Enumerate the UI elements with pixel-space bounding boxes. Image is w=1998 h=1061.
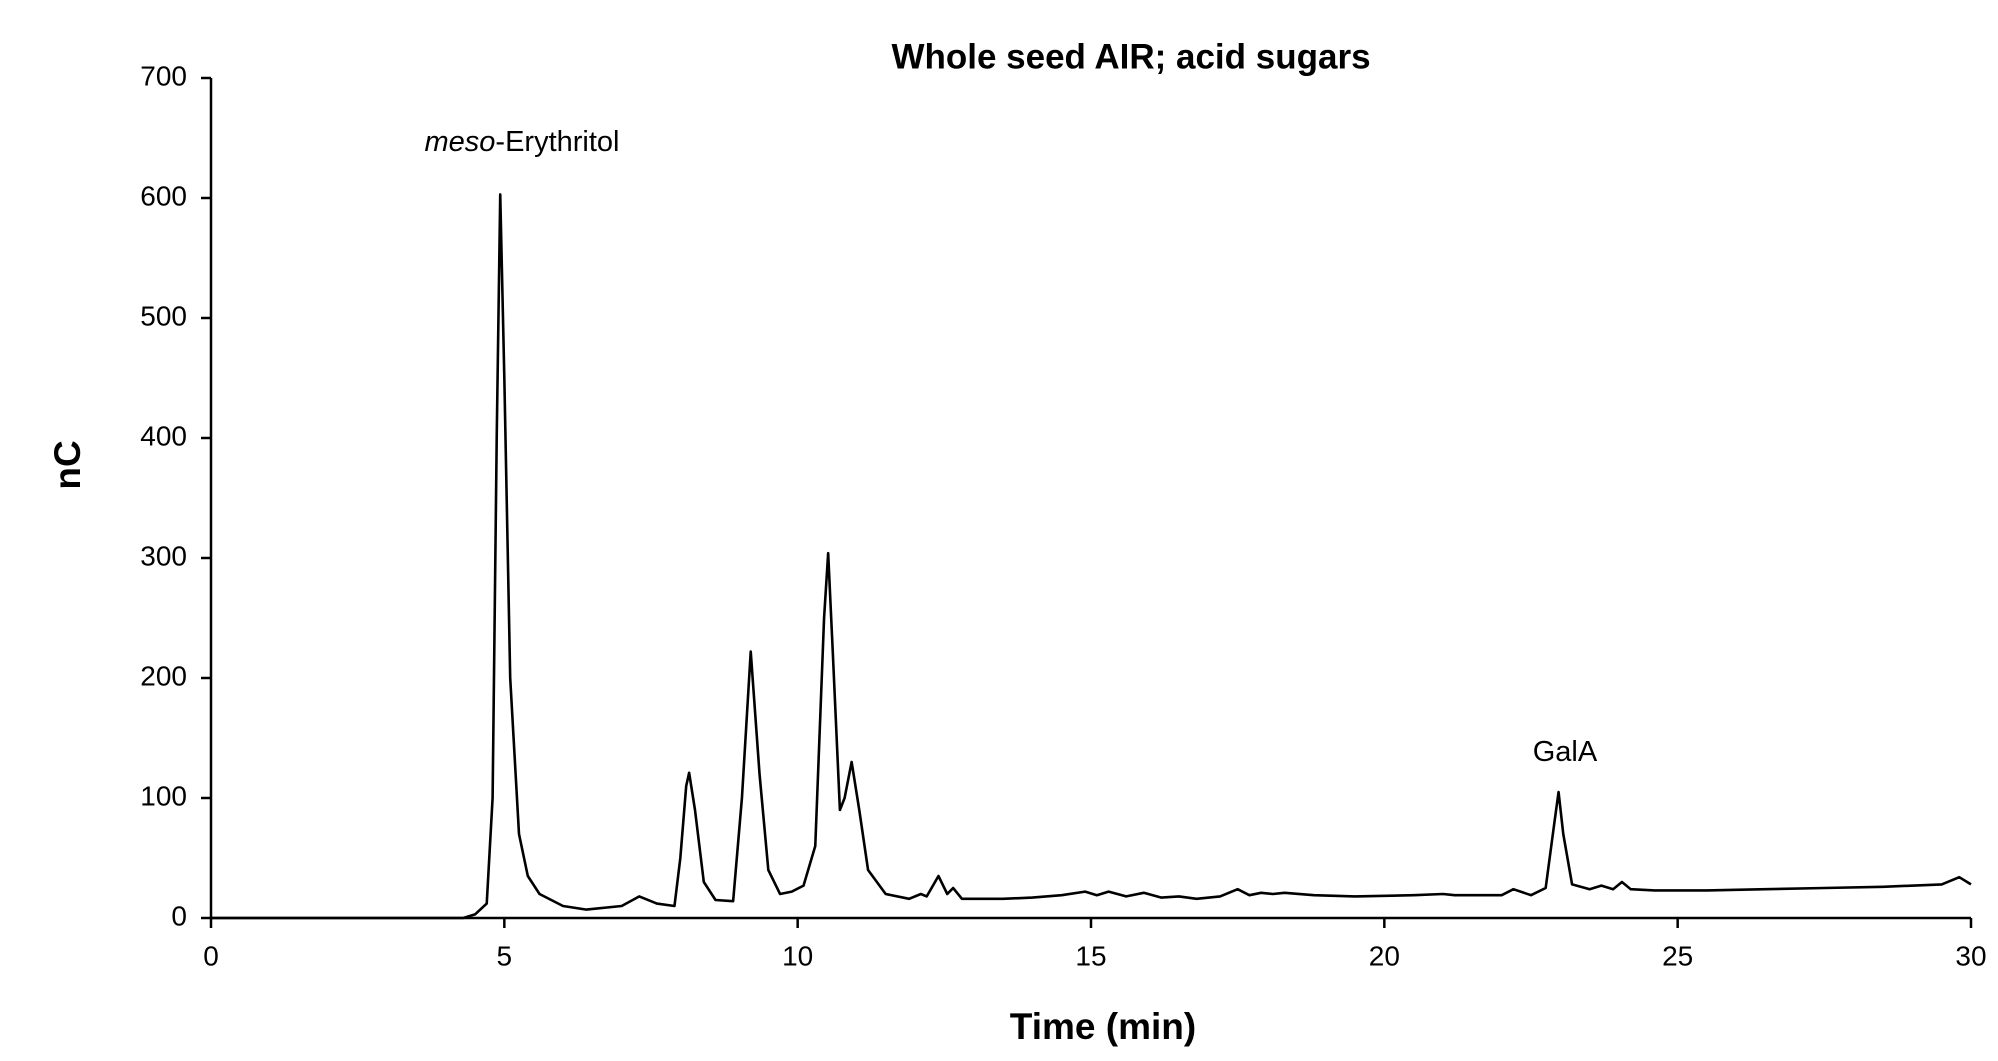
y-tick-label: 200 [140,660,187,691]
x-tick-label: 10 [782,940,813,971]
y-axis-label: nC [47,440,88,489]
y-tick-label: 500 [140,300,187,331]
annotation-italic: meso [425,126,496,158]
chromatogram-line [211,193,1972,920]
y-tick-label: 700 [140,60,187,91]
y-tick-label: 0 [171,900,187,931]
annotation: meso-Erythritol [425,126,620,158]
x-tick-label: 20 [1369,940,1400,971]
x-tick-label: 5 [497,940,513,971]
annotation-text: GalA [1533,736,1598,768]
chart-title: Whole seed AIR; acid sugars [891,37,1370,76]
x-axis-label: Time (min) [1010,1006,1196,1047]
y-tick-label: 100 [140,780,187,811]
y-tick-label: 300 [140,540,187,571]
x-tick-label: 15 [1075,940,1106,971]
x-tick-label: 30 [1955,940,1986,971]
annotation-text: -Erythritol [495,126,619,158]
x-tick-label: 0 [203,940,219,971]
x-tick-label: 25 [1662,940,1693,971]
y-tick-label: 400 [140,420,187,451]
annotation: GalA [1533,736,1598,768]
y-tick-label: 600 [140,180,187,211]
